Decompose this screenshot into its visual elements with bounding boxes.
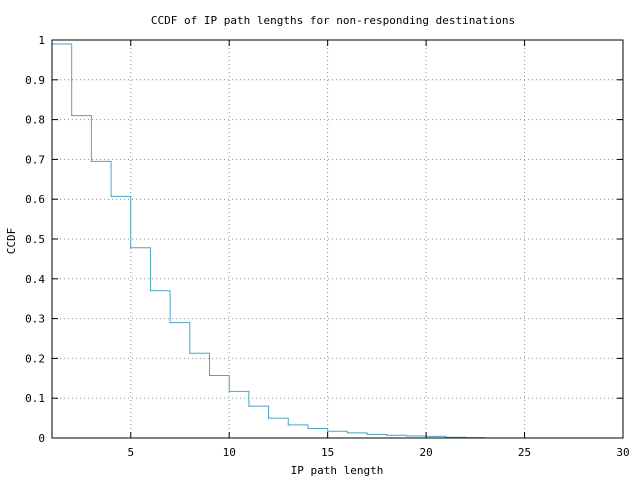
x-tick-label: 15 bbox=[321, 446, 334, 459]
ccdf-point bbox=[386, 434, 388, 436]
ccdf-point bbox=[189, 352, 191, 354]
y-tick-label: 0.3 bbox=[25, 313, 45, 326]
ccdf-point bbox=[169, 321, 171, 324]
x-tick-label: 5 bbox=[127, 446, 134, 459]
ccdf-point bbox=[110, 195, 112, 198]
y-axis-label: CCDF bbox=[5, 228, 18, 255]
ccdf-point bbox=[327, 430, 329, 432]
ccdf-point bbox=[346, 432, 348, 434]
ccdf-step-line bbox=[52, 43, 486, 439]
y-tick-label: 0.2 bbox=[25, 352, 45, 365]
tick-layer: 00.10.20.30.40.50.60.70.80.915 10 15 20 25 30 bbox=[25, 34, 630, 459]
x-tick-label: 20 bbox=[419, 446, 432, 459]
x-tick-label: 25 bbox=[518, 446, 531, 459]
y-tick-label: 0.7 bbox=[25, 153, 45, 166]
grid-layer bbox=[52, 40, 623, 438]
y-tick-label: 0 bbox=[38, 432, 45, 445]
ccdf-point bbox=[307, 427, 309, 430]
x-axis-label: IP path length bbox=[291, 464, 384, 477]
y-tick-label: 0.1 bbox=[25, 392, 45, 405]
chart-title: CCDF of IP path lengths for non-respondi… bbox=[151, 14, 515, 27]
plot-frame bbox=[51, 39, 624, 439]
x-tick-label: 10 bbox=[223, 446, 236, 459]
ccdf-point bbox=[130, 247, 132, 249]
ccdf-point bbox=[71, 115, 73, 117]
y-tick-label: 0.6 bbox=[25, 193, 45, 206]
ccdf-point bbox=[228, 390, 230, 393]
ccdf-point bbox=[149, 290, 152, 292]
x-tick-label: 30 bbox=[616, 446, 629, 459]
ccdf-point bbox=[366, 433, 368, 436]
y-tick-label: 0.9 bbox=[25, 74, 45, 87]
ccdf-point bbox=[208, 374, 211, 377]
ccdf-point bbox=[405, 435, 408, 437]
y-tick-label: 0.8 bbox=[25, 114, 45, 127]
y-tick-label: 1 bbox=[38, 34, 45, 47]
ccdf-point bbox=[90, 160, 92, 162]
ccdf-point bbox=[267, 417, 270, 419]
series-layer bbox=[51, 43, 486, 439]
ccdf-point bbox=[248, 405, 250, 407]
y-tick-label: 0.5 bbox=[25, 233, 45, 246]
y-tick-label: 0.4 bbox=[25, 273, 45, 286]
ccdf-point bbox=[287, 424, 289, 426]
